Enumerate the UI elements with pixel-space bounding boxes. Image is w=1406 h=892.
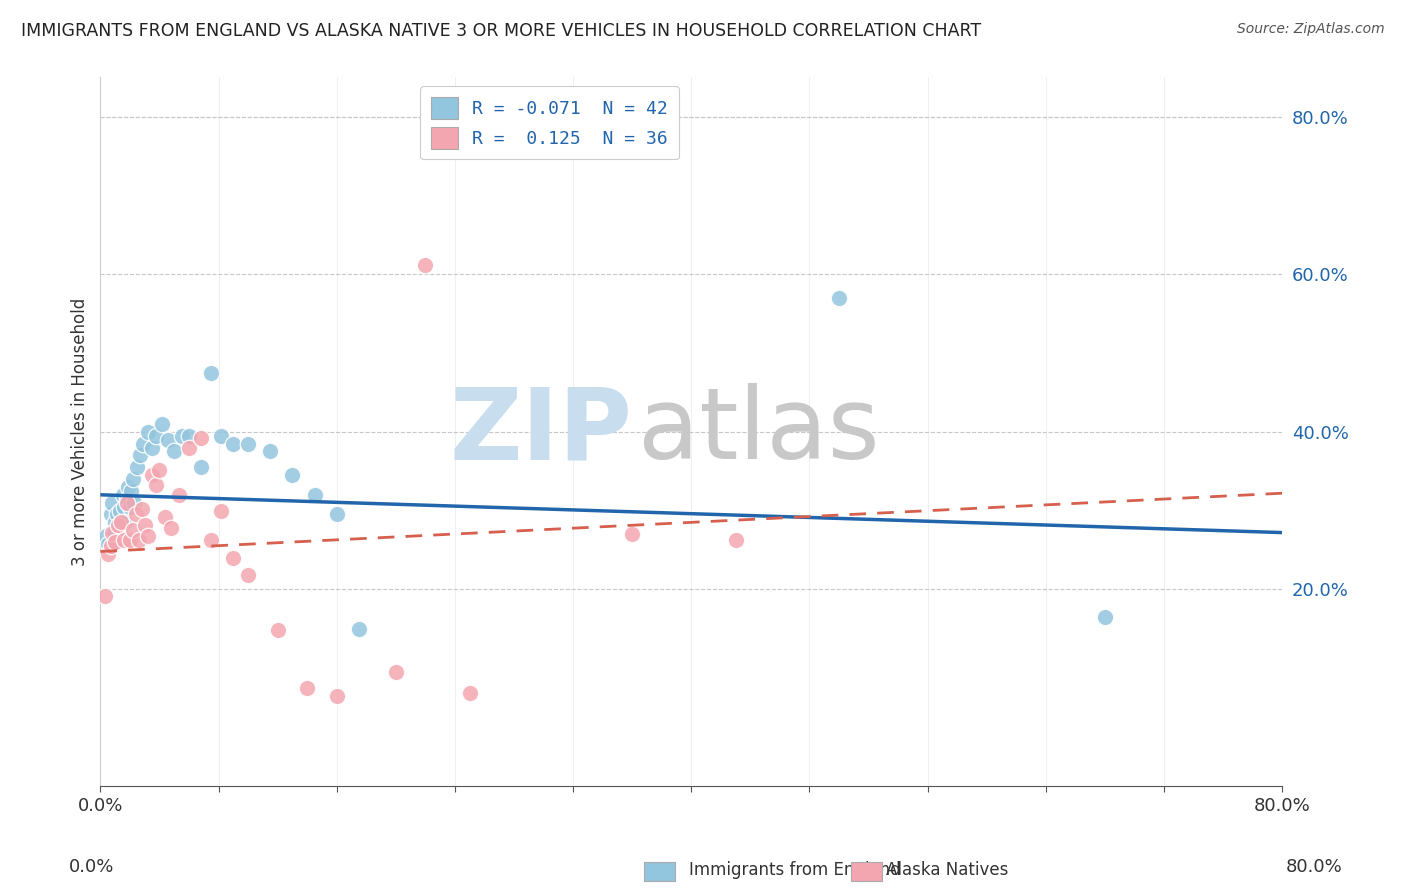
Point bbox=[136, 425, 159, 439]
Point bbox=[145, 428, 167, 442]
Point bbox=[266, 624, 288, 638]
Point bbox=[114, 516, 136, 530]
Point bbox=[177, 428, 200, 442]
Point bbox=[236, 436, 259, 450]
Point bbox=[112, 533, 135, 548]
Point bbox=[190, 460, 212, 475]
Point bbox=[94, 589, 117, 603]
Text: IMMIGRANTS FROM ENGLAND VS ALASKA NATIVE 3 OR MORE VEHICLES IN HOUSEHOLD CORRELA: IMMIGRANTS FROM ENGLAND VS ALASKA NATIVE… bbox=[21, 22, 981, 40]
Point bbox=[281, 468, 304, 483]
Text: 80.0%: 80.0% bbox=[1286, 858, 1343, 876]
Text: Alaska Natives: Alaska Natives bbox=[886, 861, 1008, 879]
Y-axis label: 3 or more Vehicles in Household: 3 or more Vehicles in Household bbox=[72, 298, 89, 566]
Point bbox=[295, 681, 318, 695]
Point bbox=[118, 533, 141, 548]
Point bbox=[828, 291, 851, 305]
Point bbox=[155, 509, 177, 524]
Point bbox=[190, 431, 212, 445]
Point bbox=[724, 533, 747, 548]
Text: 0.0%: 0.0% bbox=[69, 858, 114, 876]
Point bbox=[111, 488, 134, 502]
Point bbox=[127, 460, 149, 475]
Point bbox=[121, 472, 143, 486]
Point bbox=[141, 468, 163, 483]
Point bbox=[621, 527, 644, 541]
Point bbox=[121, 523, 143, 537]
Point bbox=[157, 433, 180, 447]
Point bbox=[325, 508, 347, 522]
Point bbox=[200, 366, 222, 380]
Point bbox=[103, 525, 125, 540]
Point bbox=[415, 258, 437, 272]
Point bbox=[259, 444, 281, 458]
Point bbox=[177, 441, 200, 455]
Point bbox=[125, 508, 148, 522]
Text: ZIP: ZIP bbox=[450, 384, 633, 480]
Point bbox=[107, 517, 129, 532]
Point bbox=[385, 665, 408, 679]
Point bbox=[160, 521, 183, 535]
Point bbox=[325, 689, 347, 703]
Point bbox=[211, 503, 233, 517]
Point bbox=[148, 462, 170, 476]
Point bbox=[115, 496, 138, 510]
Point bbox=[136, 529, 159, 543]
Point bbox=[128, 533, 150, 548]
Point bbox=[96, 529, 118, 543]
Point bbox=[110, 521, 132, 535]
Point bbox=[110, 516, 132, 530]
Point bbox=[304, 488, 326, 502]
Legend: R = -0.071  N = 42, R =  0.125  N = 36: R = -0.071 N = 42, R = 0.125 N = 36 bbox=[420, 87, 679, 160]
Point bbox=[101, 496, 124, 510]
Point bbox=[112, 500, 135, 514]
Point bbox=[101, 525, 124, 540]
Point bbox=[141, 441, 163, 455]
Point bbox=[129, 449, 152, 463]
Point bbox=[124, 496, 146, 510]
Point bbox=[115, 491, 138, 506]
Point bbox=[170, 428, 193, 442]
Point bbox=[118, 500, 141, 514]
Point bbox=[222, 436, 245, 450]
Point bbox=[108, 503, 131, 517]
Point bbox=[222, 550, 245, 565]
Point bbox=[107, 519, 129, 533]
Point bbox=[104, 535, 127, 549]
Point bbox=[100, 539, 122, 553]
Point bbox=[104, 516, 127, 530]
Point bbox=[117, 480, 139, 494]
Point bbox=[97, 536, 120, 550]
Point bbox=[200, 533, 222, 548]
Point bbox=[211, 428, 233, 442]
Point bbox=[134, 517, 156, 532]
Point bbox=[236, 568, 259, 582]
Point bbox=[347, 622, 370, 636]
Point bbox=[105, 508, 128, 522]
Point bbox=[97, 547, 120, 561]
Point bbox=[132, 436, 155, 450]
Point bbox=[458, 686, 481, 700]
Text: atlas: atlas bbox=[638, 384, 880, 480]
Point bbox=[152, 417, 174, 431]
Point bbox=[1094, 610, 1116, 624]
Text: Immigrants from England: Immigrants from England bbox=[689, 861, 901, 879]
Point bbox=[100, 508, 122, 522]
Point bbox=[163, 444, 186, 458]
Text: Source: ZipAtlas.com: Source: ZipAtlas.com bbox=[1237, 22, 1385, 37]
Point bbox=[167, 488, 190, 502]
Point bbox=[120, 483, 142, 498]
Point bbox=[131, 502, 153, 516]
Point bbox=[145, 478, 167, 492]
